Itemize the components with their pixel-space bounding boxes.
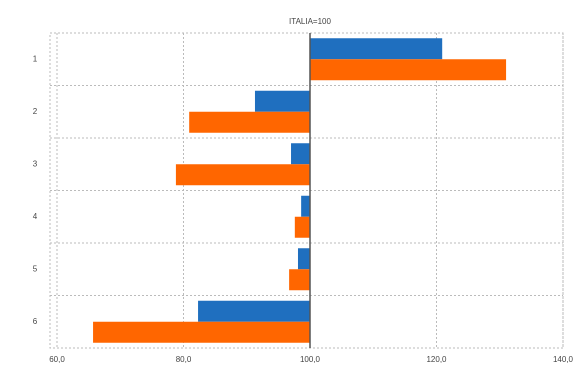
x-tick-label: 120,0 [426,355,447,364]
bar [297,248,310,270]
y-tick-label: 4 [33,212,38,221]
bar [189,111,310,133]
y-tick-label: 5 [33,264,38,273]
bar [310,38,443,60]
bar [198,300,310,322]
x-tick-label: 100,0 [300,355,321,364]
chart-title: ITALIA=100 [289,17,331,26]
y-tick-label: 3 [33,159,38,168]
x-tick-label: 140,0 [553,355,574,364]
bar [301,195,310,217]
bar [254,90,310,112]
plot-border [49,32,564,349]
bar [294,216,310,238]
bar [93,321,311,343]
x-tick-label: 60,0 [49,355,65,364]
y-tick-label: 1 [33,54,38,63]
bar [289,269,310,291]
bar [291,143,310,165]
bar [175,164,310,186]
x-tick-label: 80,0 [176,355,192,364]
y-tick-label: 6 [33,317,38,326]
bar [310,59,507,81]
y-tick-label: 2 [33,107,38,116]
